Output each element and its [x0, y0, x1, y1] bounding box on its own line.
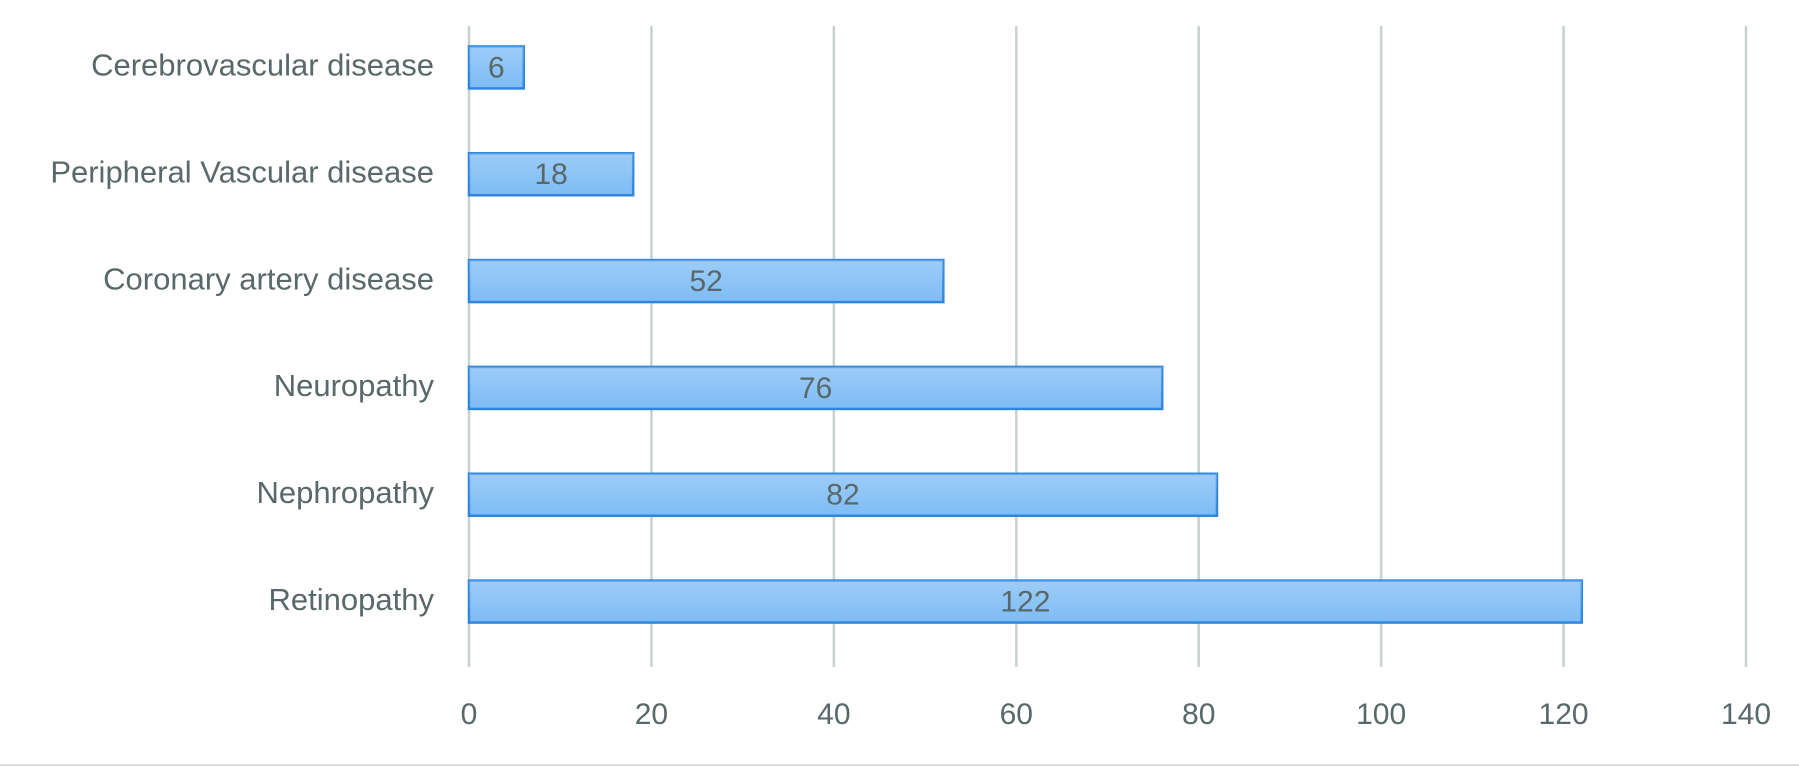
y-tick-label: Coronary artery disease — [103, 261, 434, 296]
bar-shine — [469, 580, 1582, 623]
value-label: 52 — [689, 265, 722, 298]
value-label: 6 — [488, 51, 505, 84]
bar-shine — [469, 473, 1217, 516]
bar-shine — [469, 366, 1163, 409]
bar-shine — [469, 46, 524, 89]
y-tick-label: Nephropathy — [256, 475, 434, 510]
bar-shine — [469, 260, 944, 303]
x-tick-label: 40 — [817, 698, 850, 731]
x-tick-label: 60 — [1000, 698, 1033, 731]
value-label: 82 — [826, 479, 859, 512]
value-label: 122 — [1000, 586, 1050, 619]
y-tick-label: Peripheral Vascular disease — [50, 154, 434, 189]
value-label: 76 — [799, 372, 832, 405]
value-label: 18 — [534, 158, 567, 191]
y-tick-label: Neuropathy — [274, 368, 435, 403]
x-tick-label: 0 — [461, 698, 478, 731]
x-tick-label: 100 — [1356, 698, 1406, 731]
bar-shine — [469, 153, 634, 196]
y-tick-label: Cerebrovascular disease — [91, 48, 434, 83]
x-tick-label: 80 — [1182, 698, 1215, 731]
x-tick-label: 120 — [1539, 698, 1589, 731]
x-tick-label: 140 — [1721, 698, 1771, 731]
y-tick-label: Retinopathy — [269, 582, 435, 617]
x-tick-label: 20 — [635, 698, 668, 731]
